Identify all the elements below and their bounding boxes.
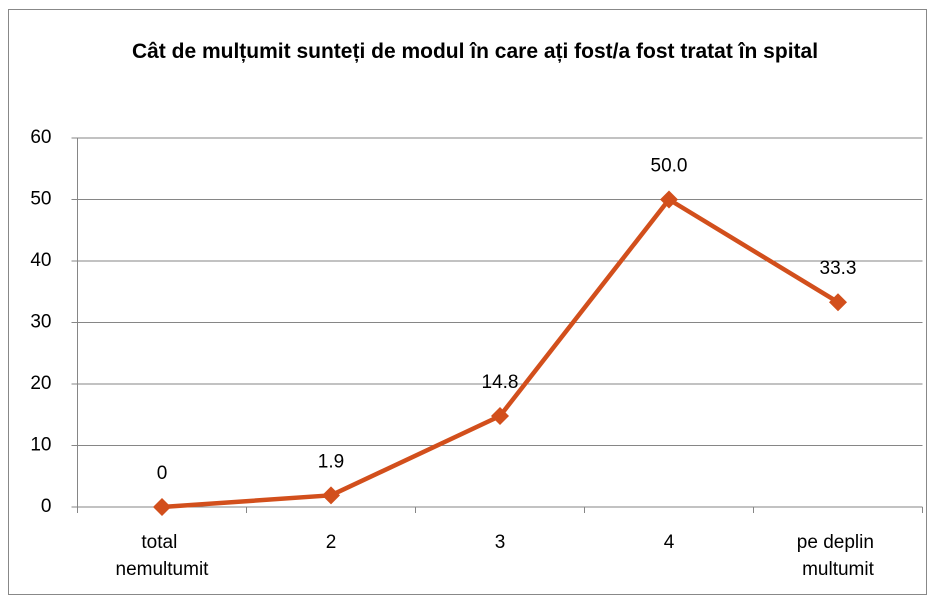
marker [660,190,678,209]
data-label: 50.0 [651,156,688,177]
y-tick-label: 50 [30,189,51,210]
x-tick-label: total nemultumit [116,532,210,580]
chart-title: Cât de mulțumit sunteți de modul în care… [132,40,818,63]
x-tick-label: 3 [495,532,506,553]
chart-border [8,9,927,595]
marker [153,498,171,516]
data-label: 33.3 [820,258,857,279]
y-tick-label: 0 [41,496,52,517]
y-tick-label: 60 [30,127,51,148]
marker [322,486,340,505]
y-tick-label: 30 [30,312,51,333]
data-label: 1.9 [318,451,344,472]
data-label: 0 [157,463,168,484]
y-tick-label: 40 [30,250,51,271]
marker [491,406,509,425]
y-tick-label: 20 [30,373,51,394]
marker [829,293,847,312]
x-tick-label: 4 [664,532,675,553]
x-tick-label: 2 [326,532,337,553]
y-tick-label: 10 [30,435,51,456]
data-label: 14.8 [482,372,519,393]
x-tick-label: pe deplin multumit [797,532,879,580]
